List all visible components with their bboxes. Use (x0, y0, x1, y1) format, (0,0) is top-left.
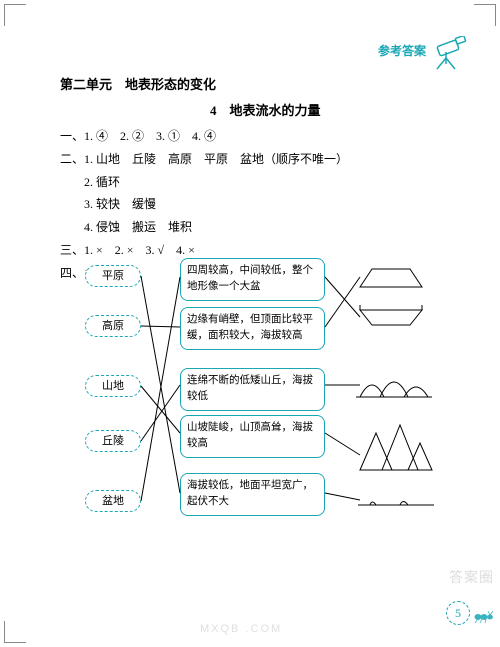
watermark-url: MXQB .COM (200, 623, 282, 635)
watermark: 答案圈 (449, 567, 494, 587)
answer-line: 4. 侵蚀 搬运 堆积 (60, 216, 460, 239)
answer-line: 一、1. ④ 2. ② 3. ① 4. ④ (60, 125, 460, 148)
match-lines (60, 255, 465, 555)
header-label: 参考答案 (378, 42, 426, 59)
answer-line: 3. 较快 缓慢 (60, 193, 460, 216)
crop-mark-tl (4, 4, 26, 26)
answer-line: 二、1. 山地 丘陵 高原 平原 盆地（顺序不唯一） (60, 148, 460, 171)
matching-diagram: 平原 高原 山地 丘陵 盆地 四周较高，中间较低，整个地形像一个大盆 边缘有峭壁… (60, 255, 465, 555)
answer-line: 2. 循环 (60, 171, 460, 194)
page-number: 5 (446, 601, 470, 625)
crop-mark-bl (4, 621, 26, 643)
telescope-icon (432, 36, 476, 72)
crop-mark-tr (474, 4, 496, 26)
section-title: 4 地表流水的力量 (210, 100, 321, 119)
header: 参考答案 (378, 36, 476, 72)
ant-icon (472, 608, 494, 629)
page-number-value: 5 (446, 601, 470, 625)
unit-title: 第二单元 地表形态的变化 (60, 74, 216, 93)
